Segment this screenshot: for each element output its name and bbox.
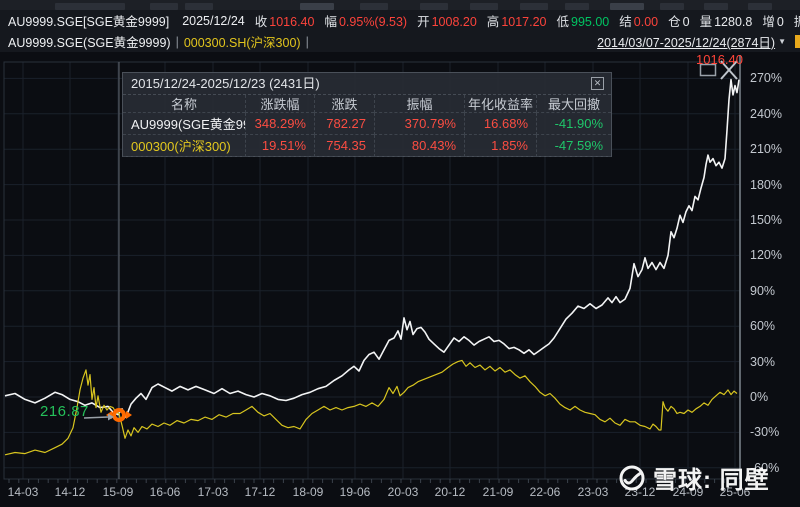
toolbar-remnant	[420, 3, 448, 10]
quote-date: 2025/12/24	[182, 13, 245, 28]
row-au9999-change-pct: 348.29%	[245, 113, 314, 135]
separator: |	[305, 34, 309, 49]
watermark: 雪球: 同壁	[618, 460, 770, 495]
toolbar-remnant	[185, 3, 213, 10]
toolbar-remnant	[704, 3, 728, 10]
quote-field-收: 收 1016.40	[254, 15, 315, 29]
toolbar-remnant	[610, 3, 644, 10]
range-handle-icon[interactable]	[112, 408, 126, 422]
quote-fields: 收 1016.40 幅 0.95%(9.53) 开 1008.20 高 1017.20 低 995…	[245, 11, 800, 30]
toolbar-remnant	[660, 3, 684, 10]
row-csi300-annualized: 1.85%	[464, 135, 536, 157]
row-csi300-drawdown: -47.59%	[536, 135, 611, 157]
row-au9999-annualized: 16.68%	[464, 113, 536, 135]
quote-field-开: 开 1008.20	[417, 15, 477, 29]
toolbar-remnant	[565, 3, 589, 10]
close-icon[interactable]	[720, 60, 738, 80]
tooltip-period: 2015/12/24-2025/12/23 (2431日)	[131, 76, 320, 91]
date-range-selector[interactable]: 2014/03/07-2025/12/24(2874日) ▼	[597, 32, 786, 51]
close-icon[interactable]: ✕	[591, 77, 604, 90]
quote-field-低: 低 995.00	[556, 15, 610, 29]
toolbar-remnant	[55, 3, 125, 10]
primary-symbol-label[interactable]: AU9999.SGE(SGE黄金9999)	[8, 36, 171, 50]
quote-bar: AU9999.SGE[SGE黄金9999] 2025/12/24 收 1016.4…	[0, 10, 800, 31]
compare-bar: AU9999.SGE(SGE黄金9999) | 000300.SH(沪深300)…	[0, 31, 800, 52]
start-price-arrow-icon	[83, 416, 109, 419]
toolbar-remnant	[748, 3, 772, 10]
stats-table: 名称 涨跌幅 涨跌 振幅 年化收益率 最大回撤 AU9999(SGE黄金9999…	[123, 94, 611, 157]
toolbar-remnant	[300, 3, 334, 10]
row-csi300-amplitude: 80.43%	[374, 135, 464, 157]
date-range-label[interactable]: 2014/03/07-2025/12/24(2874日)	[597, 36, 776, 50]
toolbar-remnant	[520, 3, 548, 10]
range-start-price-label: 216.87	[40, 403, 89, 420]
quote-field-幅: 幅 0.95%(9.53)	[324, 15, 408, 29]
col-header-drawdown: 最大回撤	[536, 95, 611, 113]
chevron-down-icon: ▼	[778, 37, 786, 46]
clipped-icon	[795, 35, 800, 48]
col-header-name: 名称	[123, 95, 245, 113]
separator: |	[175, 34, 179, 49]
row-au9999-amplitude: 370.79%	[374, 113, 464, 135]
col-header-annualized: 年化收益率	[464, 95, 536, 113]
symbol-title: AU9999.SGE[SGE黄金9999]	[8, 15, 170, 29]
series-line-au9999	[4, 78, 740, 418]
row-au9999-name: AU9999(SGE黄金9999)	[123, 113, 245, 135]
row-au9999-change: 782.27	[314, 113, 374, 135]
col-header-change: 涨跌	[314, 95, 374, 113]
series-line-csi300	[4, 359, 738, 456]
row-csi300-change: 754.35	[314, 135, 374, 157]
quote-field-结: 结 0.00	[619, 15, 659, 29]
range-handle-right-arrow-icon[interactable]	[126, 411, 132, 419]
quote-field-振: 振	[794, 15, 800, 29]
col-header-amplitude: 振幅	[374, 95, 464, 113]
restore-icon[interactable]	[699, 63, 717, 77]
watermark-text: 雪球: 同壁	[653, 467, 770, 494]
toolbar-remnant	[470, 3, 498, 10]
toolbar-remnant	[150, 3, 178, 10]
latest-price-label: 1016.40	[696, 52, 743, 67]
secondary-symbol-label[interactable]: 000300.SH(沪深300)	[183, 36, 301, 50]
row-csi300-name: 000300(沪深300)	[123, 135, 245, 157]
row-au9999-drawdown: -41.90%	[536, 113, 611, 135]
start-price-arrowhead-icon	[108, 413, 114, 421]
xueqiu-logo-icon	[619, 465, 645, 490]
row-csi300-change-pct: 19.51%	[245, 135, 314, 157]
stats-tooltip: 2015/12/24-2025/12/23 (2431日) ✕ 名称 涨跌幅 涨…	[122, 72, 612, 157]
quote-field-高: 高 1017.20	[486, 15, 547, 29]
toolbar-remnant	[360, 3, 388, 10]
clipped-toolbar	[0, 0, 800, 10]
quote-field-量: 量 1280.8	[699, 15, 753, 29]
col-header-change-pct: 涨跌幅	[245, 95, 314, 113]
comparison-chart-area[interactable]: 270% 240% 210% 180% 150% 120% 90% 60% 30% 0% -30% -…	[0, 52, 800, 507]
